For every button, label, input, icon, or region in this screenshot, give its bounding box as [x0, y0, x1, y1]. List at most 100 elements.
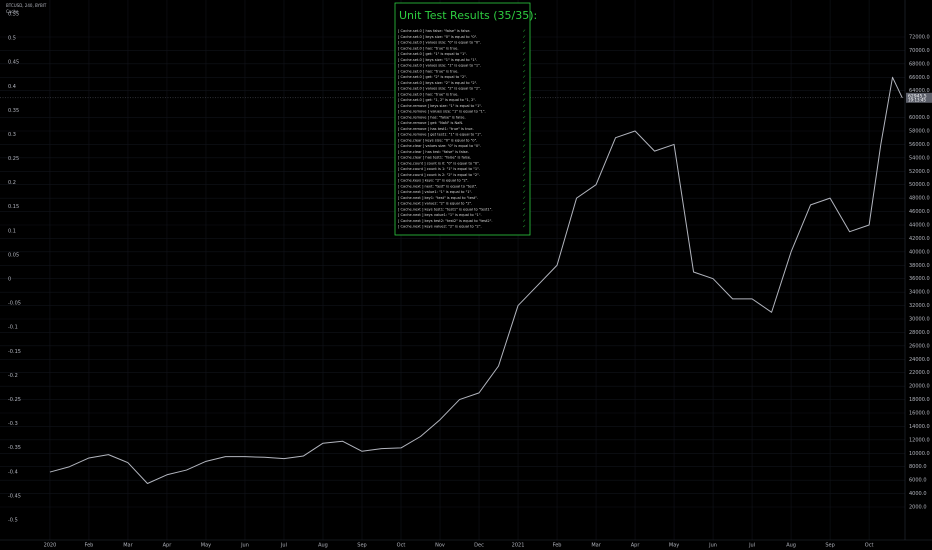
- y-tick-label: 0.05: [8, 252, 19, 258]
- test-check: ✓: [523, 120, 526, 125]
- test-check: ✓: [523, 195, 526, 200]
- y-tick-label: -0.3: [8, 421, 18, 427]
- test-row: [ Cache.next ] value1: "1" is equal to "…: [398, 190, 472, 194]
- test-row: [ Cache.clear ] values size: "0" is equa…: [398, 144, 481, 148]
- test-check: ✓: [523, 143, 526, 148]
- y2-tick-label: 48000.0: [909, 196, 930, 202]
- last-price-label: 62945.5: [908, 93, 927, 99]
- test-check: ✓: [523, 80, 526, 85]
- y2-tick-label: 70000.0: [909, 48, 930, 54]
- x-tick-label: 2021: [512, 543, 525, 549]
- test-check: ✓: [523, 68, 526, 73]
- y2-tick-label: 64000.0: [909, 88, 930, 94]
- y2-tick-label: 58000.0: [909, 128, 930, 134]
- y2-tick-label: 16000.0: [909, 410, 930, 416]
- test-check: ✓: [523, 91, 526, 96]
- test-row: [ Cache.keys ] keys: "2" is equal to "2"…: [398, 179, 469, 183]
- x-tick-label: Nov: [435, 543, 445, 549]
- y-tick-label: 0.35: [8, 108, 19, 114]
- test-check: ✓: [523, 74, 526, 79]
- panel-frame: [394, 2, 531, 236]
- test-row: [ Cache.next ] keys value1: "1" is equal…: [398, 213, 482, 217]
- panel-title: Unit Test Results (35/35):: [399, 9, 537, 22]
- y2-tick-label: 8000.0: [909, 464, 927, 470]
- y2-tick-label: 68000.0: [909, 61, 930, 67]
- y-tick-label: -0.45: [8, 493, 21, 499]
- y2-tick-label: 12000.0: [909, 437, 930, 443]
- last-time-label: 19:13:45: [908, 97, 926, 102]
- y-tick-label: 0.45: [8, 60, 19, 66]
- x-tick-label: Oct: [865, 543, 874, 549]
- test-row: [ Cache.remove ] get: "NaN" is NaN.: [398, 121, 463, 125]
- y-tick-label: -0.35: [8, 445, 21, 451]
- test-row: [ Cache.next ] key1: "test" is equal to …: [398, 196, 478, 200]
- y2-tick-label: 28000.0: [909, 330, 930, 336]
- test-row: [ Cache.set.0 ] has: "true" is true.: [398, 46, 459, 50]
- indicator-label: Cache: [6, 9, 19, 14]
- y2-tick-label: 54000.0: [909, 155, 930, 161]
- test-row: [ Cache.set.0 ] values size: "1" is equa…: [398, 64, 481, 68]
- x-tick-label: Sep: [825, 543, 834, 549]
- y-tick-label: 0.55: [8, 11, 19, 17]
- x-tick-label: Aug: [318, 543, 328, 549]
- x-tick-label: Apr: [631, 543, 641, 549]
- y2-tick-label: 10000.0: [909, 451, 930, 457]
- test-row: [ Cache.set.0 ] keys size: "2" is equal …: [398, 81, 477, 85]
- test-check: ✓: [523, 155, 526, 160]
- x-tick-label: Feb: [85, 543, 94, 549]
- x-tick-label: Mar: [123, 543, 133, 549]
- y2-tick-label: 18000.0: [909, 397, 930, 403]
- y2-tick-label: 44000.0: [909, 222, 930, 228]
- test-check: ✓: [523, 109, 526, 114]
- test-check: ✓: [523, 224, 526, 229]
- x-tick-label: 2020: [44, 543, 57, 549]
- y2-tick-label: 46000.0: [909, 209, 930, 215]
- y-tick-label: 0: [8, 277, 11, 283]
- test-check: ✓: [523, 172, 526, 177]
- test-check: ✓: [523, 206, 526, 211]
- y2-tick-label: 14000.0: [909, 424, 930, 430]
- y-tick-label: -0.05: [8, 301, 21, 307]
- y2-tick-label: 32000.0: [909, 303, 930, 309]
- y-tick-label: -0.4: [8, 469, 18, 475]
- x-tick-label: Mar: [591, 543, 601, 549]
- test-check: ✓: [523, 218, 526, 223]
- test-row: [ Cache.set.0 ] get: "1" is equal to "1"…: [398, 52, 467, 56]
- test-row: [ Cache.set.0 ] values size: "0" is equa…: [398, 41, 481, 45]
- test-check: ✓: [523, 45, 526, 50]
- y2-tick-label: 30000.0: [909, 316, 930, 322]
- y2-tick-label: 38000.0: [909, 263, 930, 269]
- y-tick-label: 0.25: [8, 156, 19, 162]
- y2-tick-label: 4000.0: [909, 491, 927, 497]
- test-row: [ Cache.count ] count is 1: "1" is equal…: [398, 167, 480, 171]
- test-check: ✓: [523, 183, 526, 188]
- y2-tick-label: 22000.0: [909, 370, 930, 376]
- test-check: ✓: [523, 86, 526, 91]
- test-row: [ Cache.remove ] has test1: "true" is tr…: [398, 127, 474, 131]
- axes: 2020 Feb Mar Apr May Jun Jul Aug Sep Oct Nov Dec 202…: [8, 11, 932, 549]
- y2-tick-label: 20000.0: [909, 384, 930, 390]
- test-row: [ Cache.remove ] has: "false" is false.: [398, 115, 466, 119]
- test-row: [ Cache.clear ] has test: "false" is fal…: [398, 150, 469, 154]
- x-tick-label: May: [669, 543, 679, 549]
- test-check: ✓: [523, 114, 526, 119]
- x-tick-label: Jul: [280, 543, 287, 549]
- test-row: [ Cache.remove ] keys size: "1" is equal…: [398, 104, 482, 108]
- test-check: ✓: [523, 126, 526, 131]
- test-check: ✓: [523, 201, 526, 206]
- x-tick-label: May: [201, 543, 211, 549]
- test-check: ✓: [523, 149, 526, 154]
- price-line: [49, 76, 903, 484]
- x-tick-label: Sep: [357, 543, 366, 549]
- test-row: [ Cache.clear ] keys size: "0" is equal …: [398, 138, 477, 142]
- test-row: [ Cache.set.0 ] has: "true" is true.: [398, 92, 459, 96]
- y-tick-label: -0.25: [8, 397, 21, 403]
- test-row: [ Cache.count ] count is 2: "2" is equal…: [398, 173, 480, 177]
- x-tick-label: Jun: [708, 543, 717, 549]
- x-tick-label: Dec: [474, 543, 484, 549]
- y2-tick-label: 2000.0: [909, 504, 927, 510]
- y2-tick-label: 56000.0: [909, 142, 930, 148]
- last-price-tag: [906, 92, 932, 103]
- x-tick-label: Aug: [786, 543, 796, 549]
